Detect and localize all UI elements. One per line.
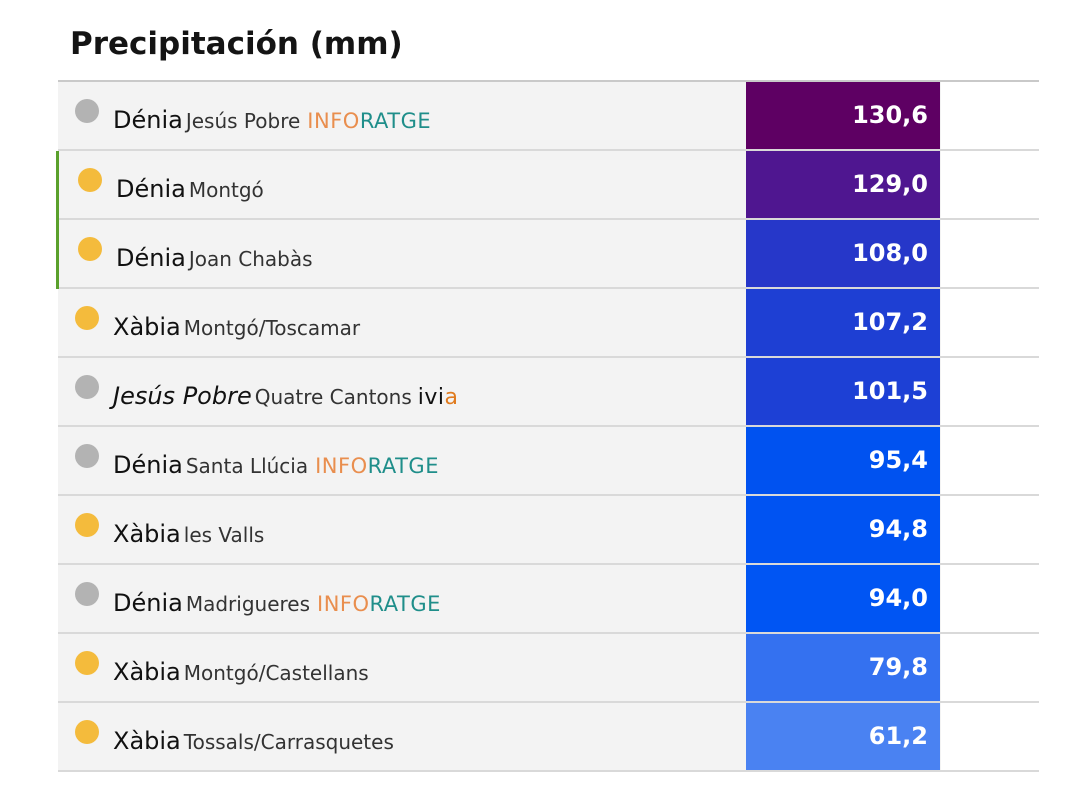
town-name: Xàbia bbox=[113, 727, 181, 755]
status-dot-gray-icon bbox=[75, 99, 99, 123]
empty-cell bbox=[941, 82, 1039, 149]
station-row[interactable]: Dénia Montgó 129,0 bbox=[56, 151, 1039, 220]
station-row[interactable]: Xàbia Montgó/Toscamar 107,2 bbox=[58, 289, 1039, 358]
empty-cell bbox=[941, 151, 1039, 218]
station-label: Xàbia les Valls bbox=[113, 518, 264, 554]
town-name: Xàbia bbox=[113, 313, 181, 341]
station-name-cell: Xàbia Montgó/Castellans bbox=[58, 634, 744, 701]
town-name: Dénia bbox=[116, 175, 186, 203]
empty-cell bbox=[941, 358, 1039, 425]
precipitation-value: 108,0 bbox=[746, 220, 940, 287]
station-row[interactable]: Dénia Santa Llúcia INFORATGE 95,4 bbox=[58, 427, 1039, 496]
status-dot-orange-icon bbox=[75, 651, 99, 675]
inforatge-logo: INFORATGE bbox=[317, 592, 441, 616]
station-label: Xàbia Tossals/Carrasquetes bbox=[113, 725, 394, 761]
precipitation-value: 79,8 bbox=[746, 634, 940, 701]
station-label: Dénia Santa Llúcia INFORATGE bbox=[113, 449, 439, 485]
station-name-cell: Dénia Santa Llúcia INFORATGE bbox=[58, 427, 744, 494]
station-label: Dénia Madrigueres INFORATGE bbox=[113, 587, 441, 623]
station-name-cell: Xàbia Tossals/Carrasquetes bbox=[58, 703, 744, 770]
station-name-cell: Xàbia les Valls bbox=[58, 496, 744, 563]
precipitation-value: 107,2 bbox=[746, 289, 940, 356]
town-name: Dénia bbox=[113, 589, 183, 617]
station-name: Montgó/Castellans bbox=[183, 661, 369, 685]
station-label: Jesús Pobre Quatre Cantons ivia bbox=[113, 380, 458, 416]
town-name: Xàbia bbox=[113, 658, 181, 686]
town-name: Xàbia bbox=[113, 520, 181, 548]
empty-cell bbox=[941, 427, 1039, 494]
precipitation-value: 94,8 bbox=[746, 496, 940, 563]
station-label: Dénia Joan Chabàs bbox=[116, 242, 313, 278]
inforatge-logo: INFORATGE bbox=[315, 454, 439, 478]
inforatge-logo: INFORATGE bbox=[307, 109, 432, 133]
station-label: Dénia Montgó bbox=[116, 173, 264, 209]
precipitation-value: 129,0 bbox=[746, 151, 940, 218]
precipitation-value: 61,2 bbox=[746, 703, 940, 770]
empty-cell bbox=[941, 220, 1039, 287]
station-name: Joan Chabàs bbox=[188, 247, 313, 271]
station-name-cell: Dénia Montgó bbox=[58, 151, 744, 218]
empty-cell bbox=[941, 565, 1039, 632]
precipitation-value: 101,5 bbox=[746, 358, 940, 425]
status-dot-gray-icon bbox=[75, 375, 99, 399]
status-dot-orange-icon bbox=[75, 306, 99, 330]
status-dot-gray-icon bbox=[75, 444, 99, 468]
precipitation-value: 94,0 bbox=[746, 565, 940, 632]
status-dot-orange-icon bbox=[78, 168, 102, 192]
station-name-cell: Dénia Jesús Pobre INFORATGE bbox=[58, 82, 744, 149]
status-dot-orange-icon bbox=[78, 237, 102, 261]
station-row[interactable]: Dénia Jesús Pobre INFORATGE 130,6 bbox=[58, 82, 1039, 151]
station-name-cell: Xàbia Montgó/Toscamar bbox=[58, 289, 744, 356]
station-label: Xàbia Montgó/Toscamar bbox=[113, 311, 360, 347]
station-label: Dénia Jesús Pobre INFORATGE bbox=[113, 104, 431, 140]
empty-cell bbox=[941, 289, 1039, 356]
town-name: Jesús Pobre bbox=[113, 382, 252, 410]
station-row[interactable]: Jesús Pobre Quatre Cantons ivia 101,5 bbox=[58, 358, 1039, 427]
station-row[interactable]: Xàbia Montgó/Castellans 79,8 bbox=[58, 634, 1039, 703]
status-dot-orange-icon bbox=[75, 720, 99, 744]
station-name-cell: Dénia Joan Chabàs bbox=[58, 220, 744, 287]
station-name-cell: Jesús Pobre Quatre Cantons ivia bbox=[58, 358, 744, 425]
station-row[interactable]: Dénia Madrigueres INFORATGE 94,0 bbox=[58, 565, 1039, 634]
station-row[interactable]: Dénia Joan Chabàs 108,0 bbox=[56, 220, 1039, 289]
status-dot-orange-icon bbox=[75, 513, 99, 537]
station-name: Montgó/Toscamar bbox=[183, 316, 361, 340]
station-name: les Valls bbox=[183, 523, 265, 547]
station-name: Quatre Cantons bbox=[254, 385, 412, 409]
town-name: Dénia bbox=[116, 244, 186, 272]
precipitation-table: Dénia Jesús Pobre INFORATGE 130,6 Dénia Montg… bbox=[56, 80, 1039, 772]
precipitation-value: 95,4 bbox=[746, 427, 940, 494]
station-name: Madrigueres bbox=[185, 592, 311, 616]
precipitation-value: 130,6 bbox=[746, 82, 940, 149]
empty-cell bbox=[941, 703, 1039, 770]
town-name: Dénia bbox=[113, 451, 183, 479]
station-name: Tossals/Carrasquetes bbox=[183, 730, 394, 754]
status-dot-gray-icon bbox=[75, 582, 99, 606]
ivia-logo: ivia bbox=[417, 385, 459, 410]
empty-cell bbox=[941, 634, 1039, 701]
empty-cell bbox=[941, 496, 1039, 563]
station-name: Montgó bbox=[188, 178, 264, 202]
station-name-cell: Dénia Madrigueres INFORATGE bbox=[58, 565, 744, 632]
station-row[interactable]: Xàbia les Valls 94,8 bbox=[58, 496, 1039, 565]
station-label: Xàbia Montgó/Castellans bbox=[113, 656, 369, 692]
town-name: Dénia bbox=[113, 106, 183, 134]
station-name: Jesús Pobre bbox=[185, 109, 301, 133]
station-row[interactable]: Xàbia Tossals/Carrasquetes 61,2 bbox=[58, 703, 1039, 772]
page-title: Precipitación (mm) bbox=[70, 26, 403, 62]
station-name: Santa Llúcia bbox=[185, 454, 309, 478]
